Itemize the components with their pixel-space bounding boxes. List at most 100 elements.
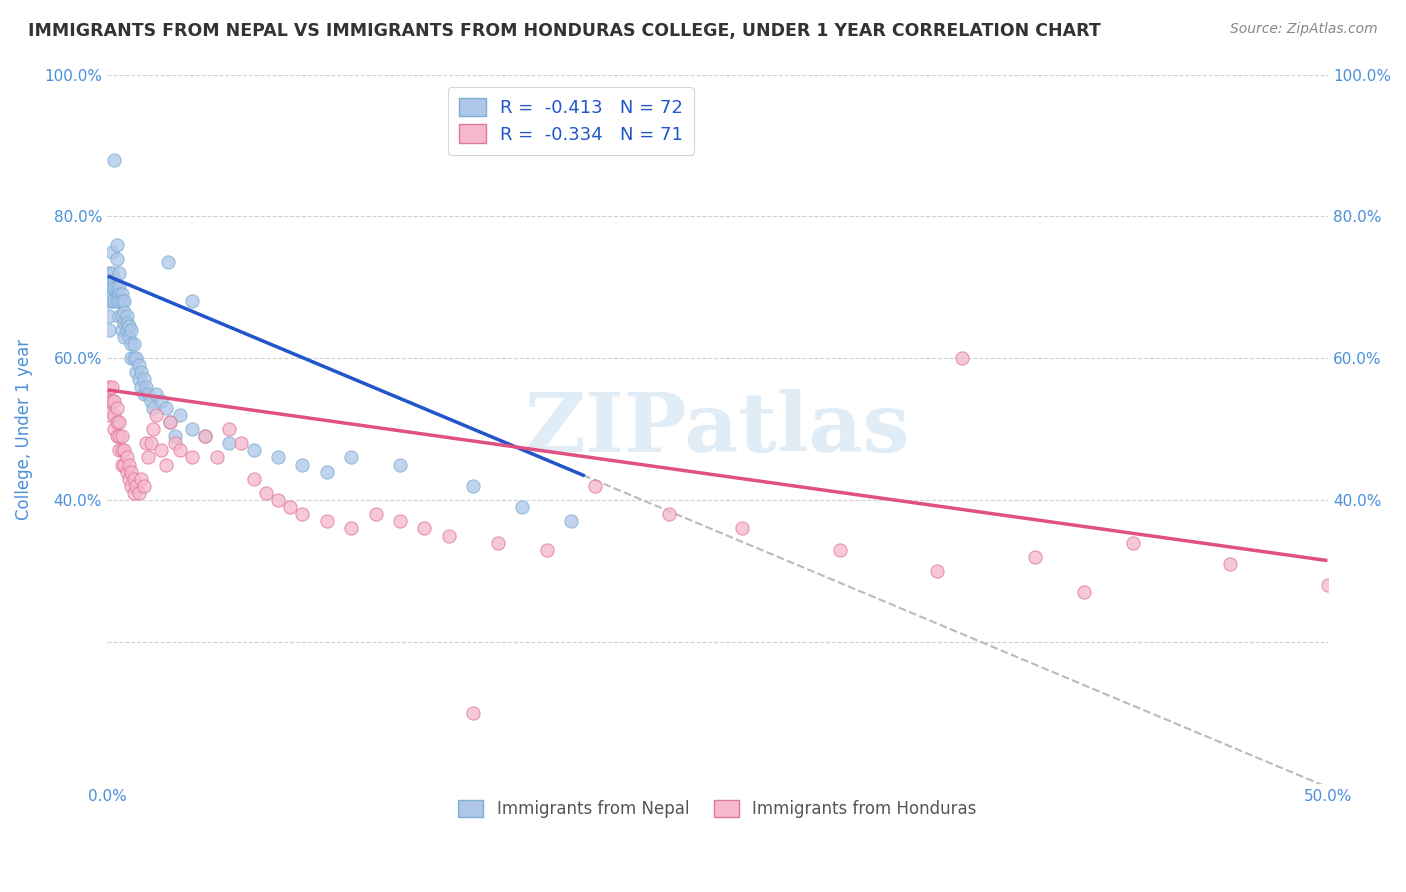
Point <box>98 408 121 422</box>
Point <box>108 443 131 458</box>
Point <box>118 472 141 486</box>
Point <box>115 309 138 323</box>
Point <box>486 535 509 549</box>
Point <box>254 486 277 500</box>
Point <box>132 386 155 401</box>
Point <box>103 280 125 294</box>
Point <box>510 500 533 515</box>
Point <box>105 294 128 309</box>
Point <box>658 507 681 521</box>
Point <box>120 465 142 479</box>
Point <box>560 514 582 528</box>
Point <box>315 465 337 479</box>
Point <box>112 443 135 458</box>
Point <box>149 393 172 408</box>
Point <box>1122 535 1144 549</box>
Legend: Immigrants from Nepal, Immigrants from Honduras: Immigrants from Nepal, Immigrants from H… <box>451 794 983 825</box>
Point <box>267 450 290 465</box>
Point <box>111 294 134 309</box>
Point <box>111 323 134 337</box>
Point <box>159 415 181 429</box>
Point <box>122 486 145 500</box>
Point <box>103 408 125 422</box>
Point <box>112 294 135 309</box>
Point <box>125 479 148 493</box>
Point <box>315 514 337 528</box>
Point <box>340 521 363 535</box>
Text: ZIPatlas: ZIPatlas <box>524 389 910 469</box>
Point <box>111 287 134 301</box>
Point <box>149 443 172 458</box>
Point <box>1219 557 1241 571</box>
Point <box>122 337 145 351</box>
Point <box>139 393 162 408</box>
Point <box>120 323 142 337</box>
Point <box>413 521 436 535</box>
Point <box>105 237 128 252</box>
Point <box>125 365 148 379</box>
Point <box>120 351 142 366</box>
Point <box>103 393 125 408</box>
Point <box>194 429 217 443</box>
Point <box>111 309 134 323</box>
Point <box>129 365 152 379</box>
Point <box>111 429 134 443</box>
Point <box>181 294 204 309</box>
Point <box>583 479 606 493</box>
Text: Source: ZipAtlas.com: Source: ZipAtlas.com <box>1230 22 1378 37</box>
Point <box>112 458 135 472</box>
Point <box>118 319 141 334</box>
Point <box>98 379 121 393</box>
Point <box>291 507 314 521</box>
Point <box>950 351 973 366</box>
Point <box>108 280 131 294</box>
Point <box>103 273 125 287</box>
Point <box>132 372 155 386</box>
Point <box>181 450 204 465</box>
Point <box>463 479 485 493</box>
Text: IMMIGRANTS FROM NEPAL VS IMMIGRANTS FROM HONDURAS COLLEGE, UNDER 1 YEAR CORRELAT: IMMIGRANTS FROM NEPAL VS IMMIGRANTS FROM… <box>28 22 1101 40</box>
Point <box>536 542 558 557</box>
Point <box>165 429 187 443</box>
Point <box>138 450 160 465</box>
Point <box>120 337 142 351</box>
Point <box>145 386 167 401</box>
Point <box>157 255 180 269</box>
Point <box>218 436 240 450</box>
Point <box>108 415 131 429</box>
Point <box>122 351 145 366</box>
Point <box>108 429 131 443</box>
Point <box>112 305 135 319</box>
Point <box>101 266 124 280</box>
Point <box>1317 578 1340 592</box>
Point <box>120 479 142 493</box>
Point <box>111 458 134 472</box>
Point <box>194 429 217 443</box>
Point <box>98 294 121 309</box>
Point <box>169 443 191 458</box>
Point <box>364 507 387 521</box>
Point <box>463 706 485 720</box>
Point <box>98 280 121 294</box>
Point <box>129 472 152 486</box>
Point <box>135 379 157 393</box>
Point <box>828 542 851 557</box>
Point <box>159 415 181 429</box>
Point <box>105 280 128 294</box>
Point <box>218 422 240 436</box>
Point <box>112 316 135 330</box>
Point <box>278 500 301 515</box>
Point <box>108 309 131 323</box>
Point <box>267 493 290 508</box>
Point <box>1024 549 1046 564</box>
Point <box>103 294 125 309</box>
Point <box>145 408 167 422</box>
Point <box>98 323 121 337</box>
Point <box>98 393 121 408</box>
Point <box>101 379 124 393</box>
Point <box>1073 585 1095 599</box>
Point <box>205 450 228 465</box>
Point <box>242 443 264 458</box>
Point <box>115 465 138 479</box>
Point <box>138 386 160 401</box>
